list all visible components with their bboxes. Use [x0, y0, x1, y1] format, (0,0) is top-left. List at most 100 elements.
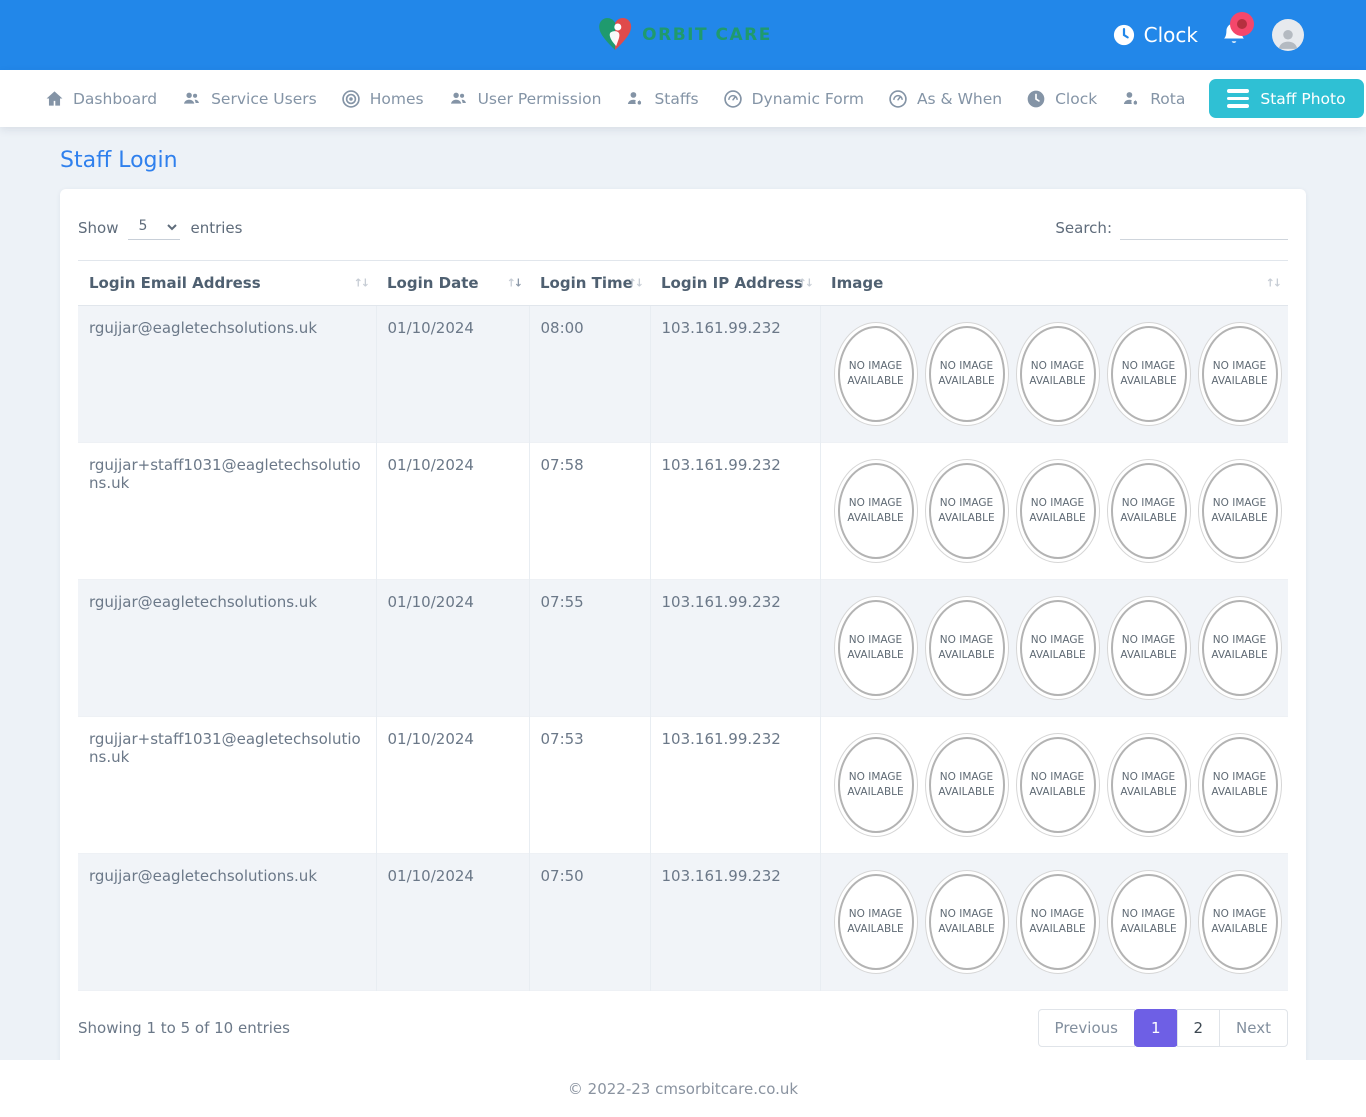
image-cell: NO IMAGE AVAILABLE NO IMAGE AVAILABLE NO I…	[820, 717, 1288, 854]
no-image-text: NO IMAGE AVAILABLE	[1020, 874, 1096, 970]
no-image-placeholder: NO IMAGE AVAILABLE	[834, 733, 918, 837]
login-email-cell: rgujjar@eagletechsolutions.uk	[78, 580, 376, 717]
page-button-2[interactable]: 2	[1177, 1009, 1221, 1047]
no-image-text: NO IMAGE AVAILABLE	[929, 874, 1005, 970]
no-image-placeholder: NO IMAGE AVAILABLE	[925, 322, 1009, 426]
no-image-placeholder: NO IMAGE AVAILABLE	[925, 870, 1009, 974]
notification-badge	[1230, 12, 1254, 36]
column-header-image[interactable]: Image ↑↓	[820, 261, 1288, 306]
no-image-text: NO IMAGE AVAILABLE	[929, 600, 1005, 696]
table-row: rgujjar@eagletechsolutions.uk01/10/20240…	[78, 580, 1288, 717]
no-image-placeholder: NO IMAGE AVAILABLE	[834, 322, 918, 426]
staff-login-table: Login Email Address ↑↓ Login Date ↑↓ Log…	[78, 260, 1288, 991]
table-row: rgujjar@eagletechsolutions.uk01/10/20240…	[78, 306, 1288, 443]
no-image-text: NO IMAGE AVAILABLE	[1111, 463, 1187, 559]
nav-item-staff-photo[interactable]: Staff Photo	[1209, 79, 1363, 118]
sort-icon: ↑↓	[628, 277, 642, 290]
nav-item-dashboard[interactable]: Dashboard	[33, 89, 169, 108]
login-time-cell: 07:55	[529, 580, 650, 717]
no-image-text: NO IMAGE AVAILABLE	[1111, 874, 1187, 970]
login-email-cell: rgujjar+staff1031@eagletechsolutions.uk	[78, 717, 376, 854]
no-image-text: NO IMAGE AVAILABLE	[1020, 737, 1096, 833]
nav-item-homes[interactable]: Homes	[329, 89, 436, 109]
no-image-text: NO IMAGE AVAILABLE	[1020, 463, 1096, 559]
no-image-text: NO IMAGE AVAILABLE	[1202, 737, 1278, 833]
column-header-login-email[interactable]: Login Email Address ↑↓	[78, 261, 376, 306]
login-time-cell: 07:50	[529, 854, 650, 991]
nav-item-dynamic-form[interactable]: Dynamic Form	[711, 89, 876, 109]
login-email-cell: rgujjar@eagletechsolutions.uk	[78, 854, 376, 991]
nav-item-service-users[interactable]: Service Users	[169, 89, 329, 108]
no-image-text: NO IMAGE AVAILABLE	[838, 326, 914, 422]
no-image-placeholder: NO IMAGE AVAILABLE	[1198, 596, 1282, 700]
no-image-text: NO IMAGE AVAILABLE	[929, 463, 1005, 559]
menu-icon	[1227, 89, 1249, 108]
no-image-placeholder: NO IMAGE AVAILABLE	[1107, 459, 1191, 563]
no-image-text: NO IMAGE AVAILABLE	[1202, 326, 1278, 422]
login-ip-cell: 103.161.99.232	[650, 854, 820, 991]
column-header-login-ip[interactable]: Login IP Address ↑↓	[650, 261, 820, 306]
login-ip-cell: 103.161.99.232	[650, 443, 820, 580]
person-gear-icon	[1121, 89, 1141, 108]
next-page-button[interactable]: Next	[1219, 1009, 1288, 1047]
sort-icon: ↑↓	[1266, 277, 1280, 290]
people-icon	[448, 89, 469, 108]
nav-item-rota[interactable]: Rota	[1109, 89, 1197, 108]
nav-item-as-and-when[interactable]: As & When	[876, 89, 1014, 109]
no-image-text: NO IMAGE AVAILABLE	[1202, 463, 1278, 559]
brand-logo[interactable]: ORBIT CARE	[594, 15, 772, 55]
search-input[interactable]	[1120, 216, 1288, 240]
nav-item-staffs[interactable]: Staffs	[613, 89, 710, 108]
login-date-cell: 01/10/2024	[376, 854, 529, 991]
person-gear-icon	[625, 89, 645, 108]
no-image-placeholder: NO IMAGE AVAILABLE	[1198, 322, 1282, 426]
no-image-placeholder: NO IMAGE AVAILABLE	[1016, 459, 1100, 563]
page-button-1[interactable]: 1	[1134, 1009, 1178, 1047]
no-image-placeholder: NO IMAGE AVAILABLE	[925, 596, 1009, 700]
login-email-cell: rgujjar+staff1031@eagletechsolutions.uk	[78, 443, 376, 580]
no-image-placeholder: NO IMAGE AVAILABLE	[1016, 596, 1100, 700]
no-image-placeholder: NO IMAGE AVAILABLE	[1107, 870, 1191, 974]
column-header-login-time[interactable]: Login Time ↑↓	[529, 261, 650, 306]
heart-logo-icon	[594, 15, 636, 55]
column-header-login-date[interactable]: Login Date ↑↓	[376, 261, 529, 306]
clock-icon	[1026, 89, 1046, 109]
login-ip-cell: 103.161.99.232	[650, 580, 820, 717]
top-header: ORBIT CARE Clock	[0, 0, 1366, 70]
no-image-placeholder: NO IMAGE AVAILABLE	[1016, 733, 1100, 837]
table-body: rgujjar@eagletechsolutions.uk01/10/20240…	[78, 306, 1288, 991]
no-image-placeholder: NO IMAGE AVAILABLE	[1016, 322, 1100, 426]
login-time-cell: 07:58	[529, 443, 650, 580]
nav-item-user-permission[interactable]: User Permission	[436, 89, 614, 108]
clock-icon	[1113, 24, 1135, 46]
header-clock-button[interactable]: Clock	[1113, 23, 1198, 47]
login-time-cell: 08:00	[529, 306, 650, 443]
no-image-text: NO IMAGE AVAILABLE	[1111, 600, 1187, 696]
notifications-button[interactable]	[1220, 20, 1250, 50]
nav-item-clock[interactable]: Clock	[1014, 89, 1109, 109]
gauge-icon	[723, 89, 743, 109]
no-image-placeholder: NO IMAGE AVAILABLE	[1198, 870, 1282, 974]
sort-icon: ↑↓	[354, 277, 368, 290]
no-image-placeholder: NO IMAGE AVAILABLE	[834, 596, 918, 700]
entries-select[interactable]: 5	[128, 215, 180, 240]
people-icon	[181, 89, 202, 108]
no-image-text: NO IMAGE AVAILABLE	[838, 463, 914, 559]
no-image-text: NO IMAGE AVAILABLE	[838, 874, 914, 970]
no-image-placeholder: NO IMAGE AVAILABLE	[1107, 322, 1191, 426]
site-footer: © 2022-23 cmsorbitcare.co.uk	[0, 1060, 1366, 1117]
image-cell: NO IMAGE AVAILABLENO IMAGE AVAILABLENO I…	[820, 580, 1288, 717]
no-image-placeholder: NO IMAGE AVAILABLE	[834, 459, 918, 563]
login-email-cell: rgujjar@eagletechsolutions.uk	[78, 306, 376, 443]
sort-icon: ↑↓	[798, 277, 812, 290]
no-image-placeholder: NO IMAGE AVAILABLE	[1198, 733, 1282, 837]
login-ip-cell: 103.161.99.232	[650, 717, 820, 854]
no-image-text: NO IMAGE AVAILABLE	[1202, 600, 1278, 696]
user-avatar[interactable]	[1272, 19, 1304, 51]
pagination: Previous 1 2 Next	[1039, 1009, 1288, 1047]
login-time-cell: 07:53	[529, 717, 650, 854]
login-date-cell: 01/10/2024	[376, 717, 529, 854]
no-image-text: NO IMAGE AVAILABLE	[1111, 326, 1187, 422]
no-image-text: NO IMAGE AVAILABLE	[1020, 600, 1096, 696]
previous-page-button[interactable]: Previous	[1038, 1009, 1135, 1047]
